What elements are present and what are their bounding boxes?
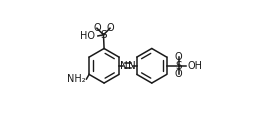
- Text: O: O: [175, 69, 183, 79]
- Text: S: S: [100, 30, 107, 40]
- Text: O: O: [106, 23, 114, 33]
- Text: NH₂: NH₂: [67, 74, 86, 84]
- Text: S: S: [175, 61, 182, 71]
- Text: N: N: [128, 61, 136, 71]
- Text: N: N: [120, 61, 128, 71]
- Text: HO: HO: [80, 31, 95, 41]
- Text: O: O: [175, 52, 183, 62]
- Text: O: O: [93, 23, 101, 33]
- Text: OH: OH: [188, 61, 203, 71]
